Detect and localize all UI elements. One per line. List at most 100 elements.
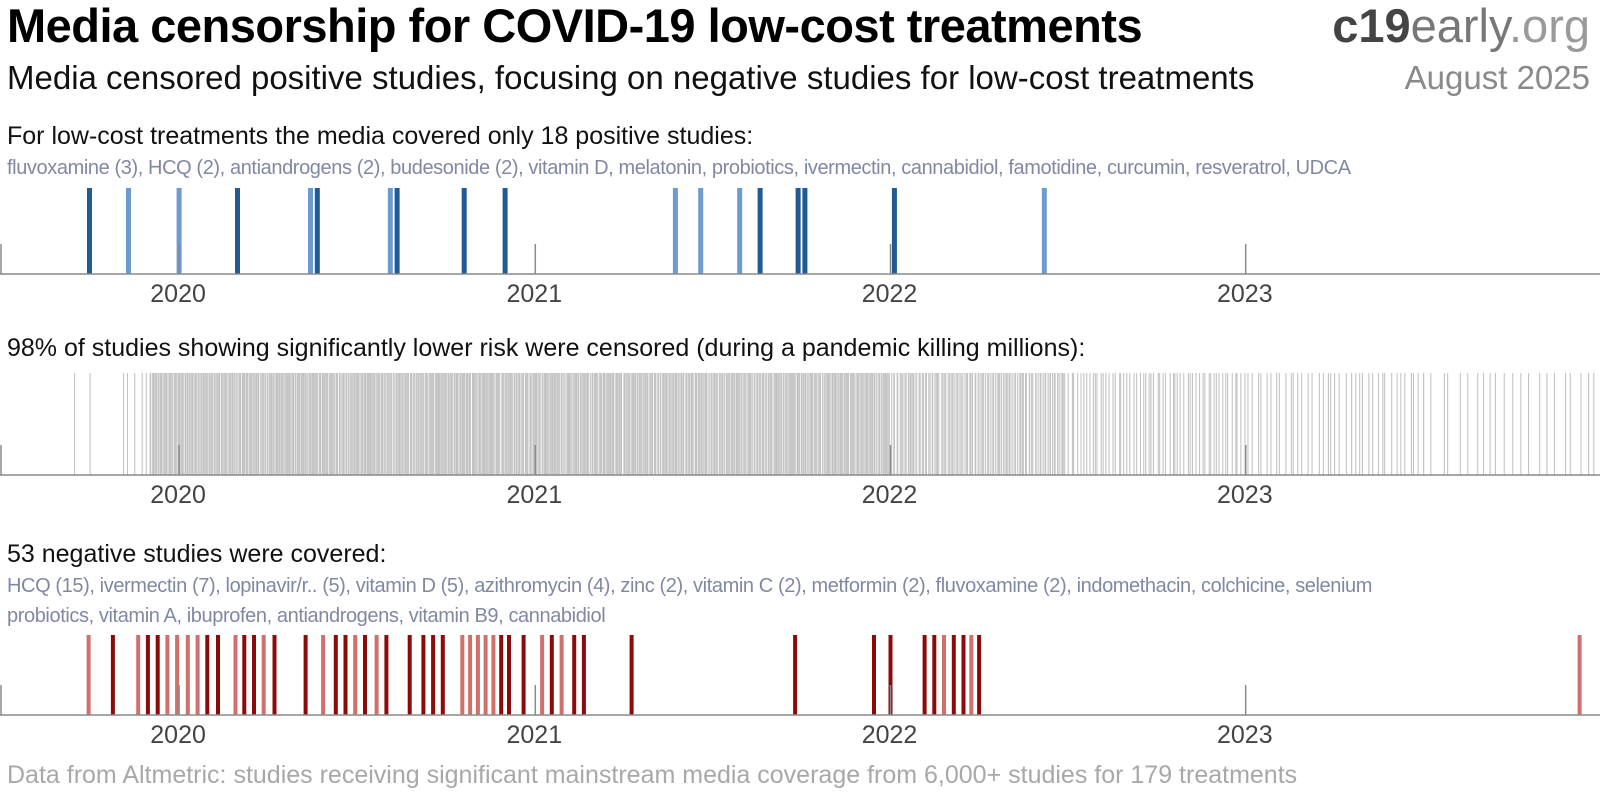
censored-study-line (672, 373, 674, 475)
censored-study-line (935, 373, 937, 475)
censored-study-line (524, 373, 526, 475)
censored-study-line (761, 373, 763, 475)
censored-study-line (971, 373, 973, 475)
study-bar (165, 635, 170, 715)
censored-study-line (298, 373, 300, 475)
censored-study-line (427, 373, 429, 475)
censored-study-line (171, 373, 173, 475)
censored-study-line (794, 373, 796, 475)
censored-study-line (337, 373, 339, 475)
censored-study-line (912, 373, 914, 475)
censored-study-line (1021, 373, 1023, 475)
censored-study-line (1290, 373, 1292, 475)
censored-study-line (942, 373, 944, 475)
censored-study-line (1096, 373, 1098, 475)
censored-study-line (214, 373, 216, 475)
censored-study-line (387, 373, 389, 475)
censored-study-line (289, 373, 291, 475)
censored-study-line (952, 373, 954, 475)
censored-study-line (654, 373, 656, 475)
censored-study-line (856, 373, 858, 475)
censored-study-line (233, 373, 235, 475)
censored-study-line (1351, 373, 1353, 475)
study-bar (363, 635, 367, 715)
censored-study-line (700, 373, 702, 475)
censored-study-line (424, 373, 426, 475)
censored-study-line (279, 373, 281, 475)
censored-study-line (872, 373, 874, 475)
censored-study-line (977, 373, 979, 475)
censored-study-line (541, 373, 543, 475)
censored-study-line (960, 373, 962, 475)
censored-study-line (762, 373, 764, 475)
study-bar (969, 635, 974, 715)
censored-study-line (302, 373, 304, 475)
censored-study-line (799, 373, 801, 475)
censored-study-line (802, 373, 804, 475)
censored-study-line (1410, 373, 1412, 475)
censored-study-line (478, 373, 480, 475)
censored-study-line (358, 373, 360, 475)
censored-study-line (697, 373, 699, 475)
censored-study-line (582, 373, 584, 475)
censored-study-line (332, 373, 334, 475)
censored-study-line (1225, 373, 1227, 475)
censored-study-line (929, 373, 931, 475)
censored-study-line (1330, 373, 1332, 475)
censored-study-line (141, 373, 143, 475)
censored-study-line (507, 373, 509, 475)
censored-study-line (278, 373, 280, 475)
censored-study-line (599, 373, 601, 475)
censored-study-line (1025, 373, 1027, 475)
censored-study-line (328, 373, 330, 475)
censored-study-line (1483, 373, 1485, 475)
censored-study-line (339, 373, 341, 475)
censored-study-line (685, 373, 687, 475)
censored-study-line (588, 373, 590, 475)
brand-part-c19: c19 (1332, 0, 1411, 52)
censored-study-line (818, 373, 820, 475)
censored-study-line (981, 373, 983, 475)
censored-study-line (776, 373, 778, 475)
censored-study-line (1062, 373, 1064, 475)
censored-study-line (1176, 373, 1178, 475)
censored-study-line (323, 373, 325, 475)
censored-study-line (200, 373, 202, 475)
censored-study-line (307, 373, 309, 475)
censored-study-line (743, 373, 745, 475)
censored-study-line (490, 373, 492, 475)
censored-study-line (871, 373, 873, 475)
censored-study-line (1218, 373, 1220, 475)
censored-study-line (636, 373, 638, 475)
censored-study-line (994, 373, 996, 475)
year-label: 2023 (1217, 280, 1273, 308)
study-bar (793, 635, 798, 715)
censored-study-line (149, 373, 151, 475)
censored-study-line (828, 373, 830, 475)
censored-study-line (1593, 373, 1595, 475)
censored-study-line (190, 373, 192, 475)
censored-study-line (1015, 373, 1017, 475)
censored-study-line (263, 373, 265, 475)
censored-study-line (292, 373, 294, 475)
censored-study-line (733, 373, 735, 475)
censored-study-line (714, 373, 716, 475)
censored-study-line (1412, 373, 1414, 475)
censored-study-line (422, 373, 424, 475)
censored-study-line (533, 373, 535, 475)
censored-study-line (1276, 373, 1278, 475)
censored-study-line (692, 373, 694, 475)
censored-study-line (1187, 373, 1189, 475)
censored-study-line (880, 373, 882, 475)
censored-study-line (611, 373, 613, 475)
censored-study-line (861, 373, 863, 475)
censored-study-line (404, 373, 406, 475)
censored-study-line (782, 373, 784, 475)
study-bar (321, 635, 326, 715)
censored-study-line (596, 373, 598, 475)
censored-study-line (806, 373, 808, 475)
censored-study-line (348, 373, 350, 475)
censored-study-line (688, 373, 690, 475)
censored-study-line (211, 373, 213, 475)
censored-study-line (674, 373, 676, 475)
